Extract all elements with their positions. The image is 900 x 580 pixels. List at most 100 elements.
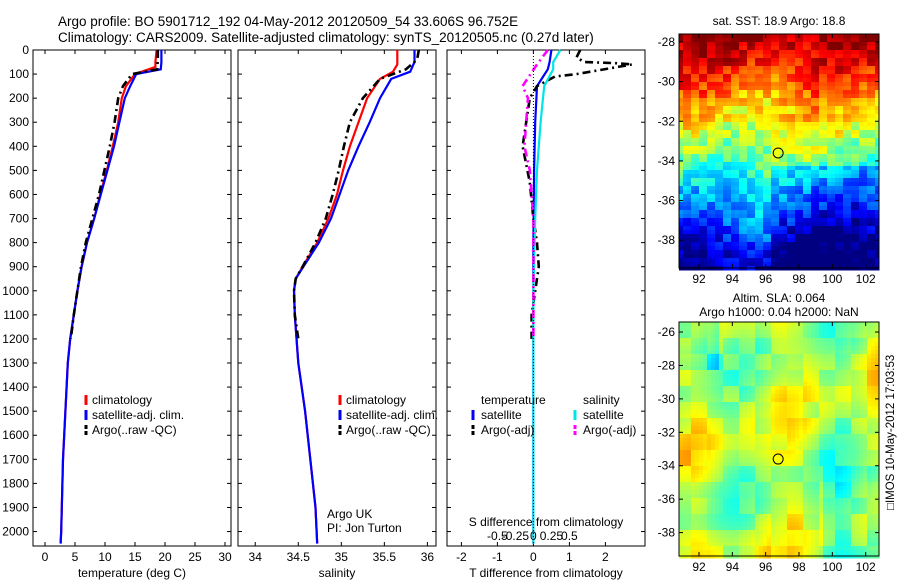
map-cell bbox=[815, 262, 820, 267]
map-cell bbox=[795, 234, 800, 239]
map-cell bbox=[695, 414, 700, 419]
map-cell bbox=[803, 450, 808, 455]
map-cell bbox=[739, 394, 744, 399]
map-cell bbox=[863, 450, 868, 455]
map-cell bbox=[703, 74, 708, 79]
map-cell bbox=[783, 50, 788, 55]
map-cell bbox=[703, 366, 708, 371]
map-cell bbox=[683, 202, 688, 207]
map-cell bbox=[815, 218, 820, 223]
map-cell bbox=[811, 226, 816, 231]
map-cell bbox=[747, 238, 752, 243]
map-cell bbox=[735, 78, 740, 83]
map-cell bbox=[735, 170, 740, 175]
map-cell bbox=[779, 454, 784, 459]
map-cell bbox=[727, 166, 732, 171]
map-cell bbox=[807, 326, 812, 331]
map-cell bbox=[819, 66, 824, 71]
map-cell bbox=[835, 186, 840, 191]
map-cell bbox=[819, 130, 824, 135]
map-cell bbox=[791, 398, 796, 403]
map-cell bbox=[759, 322, 764, 327]
map-cell bbox=[799, 434, 804, 439]
map-cell bbox=[823, 446, 828, 451]
map-cell bbox=[755, 82, 760, 87]
map-cell bbox=[707, 142, 712, 147]
map-cell bbox=[775, 398, 780, 403]
map-cell bbox=[715, 458, 720, 463]
map-cell bbox=[699, 138, 704, 143]
map-cell bbox=[775, 166, 780, 171]
map-cell bbox=[711, 254, 716, 259]
map-cell bbox=[719, 90, 724, 95]
map-cell bbox=[815, 358, 820, 363]
map-cell bbox=[815, 82, 820, 87]
map-cell bbox=[691, 166, 696, 171]
map-cell bbox=[719, 250, 724, 255]
map-cell bbox=[859, 342, 864, 347]
map-cell bbox=[875, 102, 880, 107]
map-cell bbox=[735, 258, 740, 263]
map-cell bbox=[863, 414, 868, 419]
map-cell bbox=[767, 38, 772, 43]
map-cell bbox=[823, 74, 828, 79]
map-cell bbox=[703, 442, 708, 447]
map-cell bbox=[839, 234, 844, 239]
map-cell bbox=[791, 42, 796, 47]
map-cell bbox=[839, 398, 844, 403]
map-cell bbox=[715, 198, 720, 203]
map-cell bbox=[703, 134, 708, 139]
map-cell bbox=[815, 346, 820, 351]
map-cell bbox=[771, 326, 776, 331]
map-cell bbox=[839, 86, 844, 91]
map-cell bbox=[859, 242, 864, 247]
map-cell bbox=[791, 154, 796, 159]
map-cell bbox=[723, 130, 728, 135]
map-cell bbox=[811, 410, 816, 415]
map-cell bbox=[803, 194, 808, 199]
map-cell bbox=[751, 58, 756, 63]
map-cell bbox=[771, 434, 776, 439]
map-cell bbox=[771, 362, 776, 367]
map-cell bbox=[803, 150, 808, 155]
map-cell bbox=[711, 234, 716, 239]
map-cell bbox=[687, 370, 692, 375]
map-cell bbox=[811, 378, 816, 383]
map-cell bbox=[835, 146, 840, 151]
map-cell bbox=[827, 438, 832, 443]
map-cell bbox=[839, 130, 844, 135]
map-cell bbox=[703, 358, 708, 363]
map-cell bbox=[707, 346, 712, 351]
map-cell bbox=[863, 410, 868, 415]
map-cell bbox=[687, 366, 692, 371]
map-cell bbox=[735, 182, 740, 187]
series-line-argo-adj- bbox=[521, 49, 633, 339]
map-cell bbox=[739, 386, 744, 391]
map-cell bbox=[843, 110, 848, 115]
map-cell bbox=[875, 258, 880, 263]
y-tick-label: 1100 bbox=[3, 308, 29, 322]
map-cell bbox=[843, 158, 848, 163]
map-cell bbox=[871, 442, 876, 447]
map-cell bbox=[759, 418, 764, 423]
map-cell bbox=[687, 342, 692, 347]
map-cell bbox=[691, 418, 696, 423]
map-cell bbox=[835, 38, 840, 43]
map-cell bbox=[823, 122, 828, 127]
map-cell bbox=[819, 238, 824, 243]
map-cell bbox=[775, 350, 780, 355]
map-cell bbox=[719, 158, 724, 163]
map-cell bbox=[783, 382, 788, 387]
map-cell bbox=[747, 326, 752, 331]
map-cell bbox=[719, 422, 724, 427]
map-cell bbox=[807, 178, 812, 183]
map-cell bbox=[731, 446, 736, 451]
map-cell bbox=[751, 106, 756, 111]
map-cell bbox=[811, 238, 816, 243]
map-cell bbox=[791, 242, 796, 247]
map-cell bbox=[683, 114, 688, 119]
map-cell bbox=[819, 134, 824, 139]
map-cell bbox=[691, 238, 696, 243]
map-cell bbox=[803, 346, 808, 351]
map-cell bbox=[683, 362, 688, 367]
